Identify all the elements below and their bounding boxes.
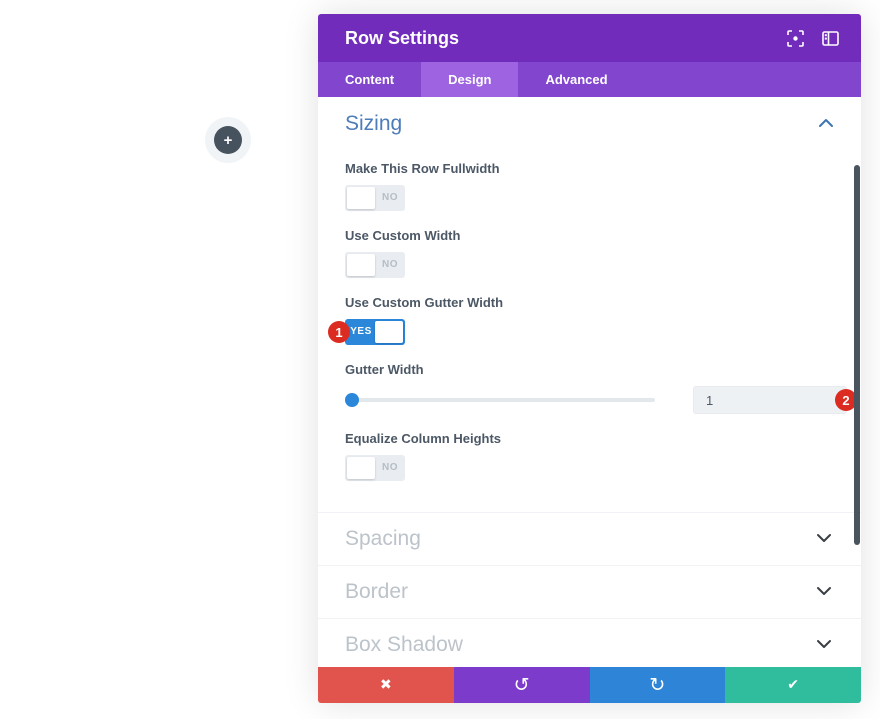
scrollbar-thumb[interactable]: [854, 165, 860, 545]
custom-width-toggle[interactable]: NO: [345, 252, 405, 278]
tab-design[interactable]: Design: [421, 62, 519, 97]
sizing-section: Sizing Make This Row Fullwidth NO Use Cu…: [318, 97, 861, 512]
tab-advanced[interactable]: Advanced: [545, 72, 608, 87]
slider-track: [345, 398, 655, 402]
row-fullwidth-toggle[interactable]: NO: [345, 185, 405, 211]
custom-gutter-width-toggle[interactable]: 1 YES: [328, 319, 405, 345]
field-custom-width: Use Custom Width NO: [345, 228, 834, 278]
equalize-heights-toggle[interactable]: NO: [345, 455, 405, 481]
toggle-knob: [347, 254, 375, 276]
section-title: Box Shadow: [345, 633, 463, 656]
toggle-state-label: NO: [382, 259, 398, 270]
chevron-up-icon: [818, 115, 834, 133]
toggle-state-label: NO: [382, 192, 398, 203]
gutter-width-input[interactable]: [693, 386, 847, 414]
chevron-down-icon: [816, 583, 832, 601]
gutter-width-slider[interactable]: [345, 386, 655, 414]
field-row-fullwidth: Make This Row Fullwidth NO: [345, 161, 834, 211]
toggle-knob: [347, 187, 375, 209]
settings-tab-bar: Content Design Advanced: [318, 62, 861, 97]
expand-modal-icon[interactable]: [787, 29, 804, 47]
slider-knob[interactable]: [345, 393, 359, 407]
field-label: Equalize Column Heights: [345, 431, 502, 446]
field-custom-gutter-width: Use Custom Gutter Width 1 YES: [328, 295, 834, 345]
step-badge-2: 2: [835, 389, 857, 411]
plus-icon: +: [223, 131, 233, 149]
undo-button[interactable]: ↺: [453, 667, 590, 703]
section-border[interactable]: Border: [318, 565, 861, 618]
field-gutter-width: Gutter Width 2: [345, 362, 857, 414]
check-icon: ✔: [787, 677, 799, 693]
close-icon: ✖: [380, 677, 392, 693]
section-spacing[interactable]: Spacing: [318, 512, 861, 565]
tab-content[interactable]: Content: [345, 72, 395, 87]
toggle-knob: [347, 457, 375, 479]
add-module-button[interactable]: +: [214, 126, 242, 154]
save-button[interactable]: ✔: [725, 667, 861, 703]
field-label: Make This Row Fullwidth: [345, 161, 500, 176]
sizing-section-title: Sizing: [345, 112, 403, 135]
modal-title: Row Settings: [345, 27, 460, 48]
redo-button[interactable]: ↻: [589, 667, 726, 703]
dock-sidebar-icon[interactable]: [822, 30, 839, 47]
field-label: Use Custom Width: [345, 228, 461, 243]
field-label: Use Custom Gutter Width: [345, 295, 504, 310]
chevron-down-icon: [816, 636, 832, 654]
toggle-state-label: YES: [350, 326, 372, 337]
toggle-knob: [375, 321, 403, 343]
redo-icon: ↻: [649, 674, 666, 696]
field-equalize-heights: Equalize Column Heights NO: [345, 431, 834, 481]
settings-panel-body: Sizing Make This Row Fullwidth NO Use Cu…: [318, 97, 861, 667]
toggle-state-label: NO: [382, 462, 398, 473]
section-title: Border: [345, 580, 409, 603]
field-label: Gutter Width: [345, 362, 424, 377]
modal-header: Row Settings: [318, 14, 861, 62]
row-settings-modal: Row Settings Content Design: [318, 14, 861, 703]
chevron-down-icon: [816, 530, 832, 548]
step-badge-1: 1: [328, 321, 350, 343]
modal-footer: ✖ ↺ ↻ ✔: [318, 667, 861, 703]
section-box-shadow[interactable]: Box Shadow: [318, 618, 861, 667]
discard-button[interactable]: ✖: [318, 667, 454, 703]
undo-icon: ↺: [513, 674, 530, 696]
sizing-section-header[interactable]: Sizing: [345, 109, 834, 139]
section-title: Spacing: [345, 527, 421, 550]
